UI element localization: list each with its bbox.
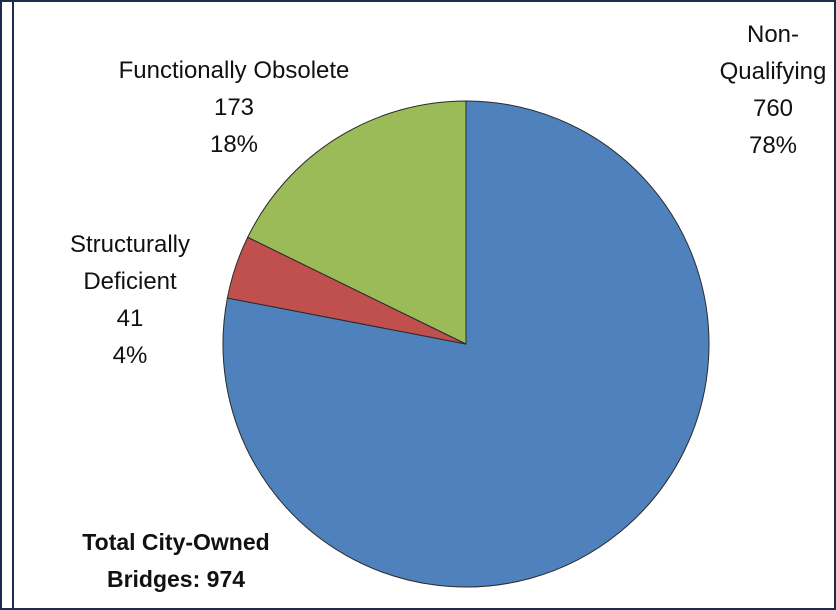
category-name: Structurally Deficient	[69, 231, 191, 295]
category-name: Non-Qualifying	[719, 21, 827, 85]
slice-value: 760	[752, 95, 794, 122]
slice-percent: 78%	[748, 132, 798, 159]
slice-value: 41	[116, 305, 144, 332]
pie-slice	[247, 100, 467, 345]
slice-label: Non-Qualifying 760 78%	[708, 16, 836, 164]
pie	[222, 100, 710, 588]
category-name: Functionally Obsolete	[118, 57, 350, 84]
slice-label: Functionally Obsolete 173 18%	[74, 52, 394, 163]
annotation: Total City-Owned Bridges: 974	[82, 529, 270, 592]
slice-percent: 4%	[112, 342, 148, 369]
slice-percent: 18%	[209, 131, 259, 158]
slice-value: 173	[213, 94, 255, 121]
slice-label: Structurally Deficient 41 4%	[50, 226, 210, 374]
